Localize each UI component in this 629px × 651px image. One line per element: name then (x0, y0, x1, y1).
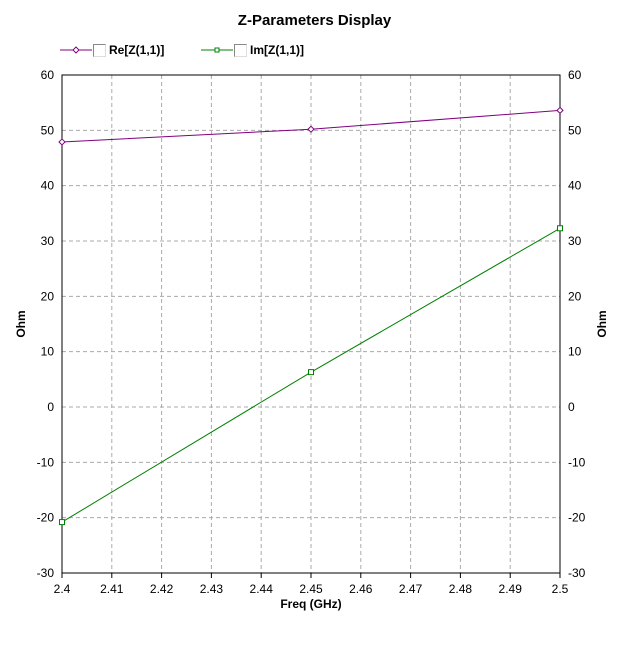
y-tick-label-right: 50 (568, 123, 582, 137)
x-tick-label: 2.48 (449, 582, 473, 596)
data-point-1 (557, 225, 563, 232)
y-tick-label-right: -20 (568, 511, 586, 525)
plot-frame (61, 74, 561, 574)
chart-title: Z-Parameters Display (237, 12, 392, 29)
data-point-1 (308, 369, 314, 376)
series-line-1 (61, 227, 561, 523)
x-tick-label: 2.42 (150, 582, 174, 596)
y-tick-label-left: 0 (47, 400, 54, 414)
data-point-1 (59, 519, 65, 526)
x-tick-label: 2.45 (299, 582, 323, 596)
series-line-0 (61, 109, 561, 143)
y-tick-label-right: -30 (568, 566, 586, 580)
legend-label-re: Re[Z(1,1)] (109, 43, 165, 57)
y-tick-label-right: 30 (568, 234, 582, 248)
y-tick-label-left: 50 (41, 123, 55, 137)
y-tick-label-left: -20 (37, 511, 55, 525)
y-tick-label-left: -30 (37, 566, 55, 580)
y-tick-label-left: 20 (41, 289, 55, 303)
legend-item-re[interactable]: Re[Z(1,1)] (60, 43, 164, 57)
x-tick-label: 2.47 (399, 582, 423, 596)
y-tick-label-left: -10 (37, 455, 55, 469)
legend-label-im: Im[Z(1,1)] (250, 43, 304, 57)
data-point-0 (556, 106, 564, 115)
legend-item-im[interactable]: Im[Z(1,1)] (201, 43, 304, 57)
y-tick-label-right: 60 (568, 68, 582, 82)
y-tick-label-right: 0 (568, 400, 575, 414)
data-point-0 (307, 125, 315, 133)
y-tick-label-left: 60 (41, 68, 55, 82)
legend-checkbox-im[interactable] (234, 43, 247, 57)
x-tick-label: 2.41 (100, 582, 124, 596)
y-tick-label-right: 40 (568, 179, 582, 193)
y-tick-label-right: -10 (568, 455, 586, 469)
y-tick-label-left: 40 (41, 179, 55, 193)
y-axis-label-left: Ohm (14, 310, 28, 337)
x-tick-label: 2.43 (200, 582, 224, 596)
legend-marker-re (60, 46, 92, 54)
x-tick-label: 2.46 (349, 582, 373, 596)
y-tick-label-left: 30 (41, 234, 55, 248)
x-tick-label: 2.49 (499, 582, 523, 596)
y-tick-label-right: 20 (568, 289, 582, 303)
legend-checkbox-re[interactable] (93, 43, 106, 57)
data-point-0 (58, 138, 66, 146)
legend-marker-im (201, 47, 233, 53)
y-axis-label-right: Ohm (595, 310, 609, 337)
x-axis-label: Freq (GHz) (280, 597, 341, 611)
x-tick-label: 2.4 (54, 582, 71, 596)
x-tick-label: 2.44 (250, 582, 274, 596)
y-tick-label-right: 10 (568, 345, 582, 359)
x-tick-label: 2.5 (552, 582, 569, 596)
y-tick-label-left: 10 (41, 345, 55, 359)
